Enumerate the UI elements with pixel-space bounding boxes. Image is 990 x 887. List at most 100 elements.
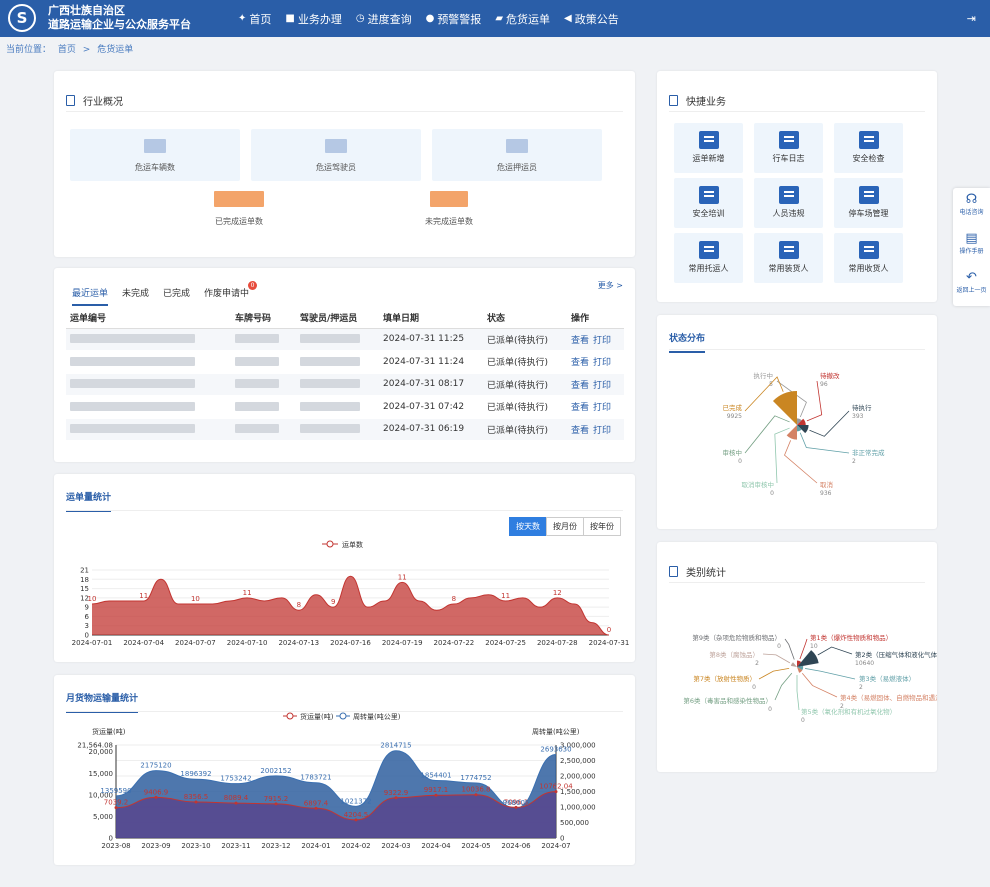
quick-parking[interactable]: 停车场管理 [834, 178, 903, 228]
label-connector [801, 673, 838, 698]
legend-marker [286, 712, 294, 720]
print-link[interactable]: 打印 [593, 380, 612, 391]
quick-receiver[interactable]: 常用收货人 [834, 233, 903, 283]
x-tick-label: 2024-07-01 [72, 639, 113, 647]
print-link[interactable]: 打印 [593, 335, 612, 346]
data-point-volume [394, 796, 398, 800]
table-row: 2024-07-31 08:17 已派单(待执行) 查看 打印 [66, 373, 624, 396]
slice-label: 第1类（爆炸性物质和物品） [810, 633, 892, 642]
nav-label: 首页 [249, 12, 272, 26]
row-status: 已派单(待执行) [483, 395, 567, 419]
quick-label: 人员违规 [772, 209, 805, 218]
stat-label: 已完成运单数 [215, 217, 263, 226]
period-toggle: 按天数 按月份 按年份 [509, 517, 621, 536]
alert-icon: ● [425, 13, 435, 24]
data-label-turnover: 2814715 [380, 742, 411, 750]
nav-business[interactable]: ■ 业务办理 [285, 0, 341, 37]
brand-line2: 道路运输企业与公众服务平台 [48, 18, 191, 31]
nav-alert[interactable]: ● 预警警报 [426, 0, 482, 37]
slice-label: 第9类（杂项危险物质和物品） [692, 633, 781, 642]
x-tick-label: 2023-11 [221, 842, 250, 850]
col-driver: 驾驶员/押运员 [296, 308, 379, 329]
view-link[interactable]: 查看 [571, 335, 590, 346]
nav-progress[interactable]: ◷ 进度查询 [356, 0, 412, 37]
data-label-volume: 7039.2 [104, 799, 129, 807]
phone-consult-button[interactable]: ☊ 电话咨询 [953, 188, 990, 227]
nav-waybill[interactable]: ▰ 危货运单 [495, 0, 550, 37]
tab-uncompleted[interactable]: 未完成 [122, 289, 150, 299]
receiver-icon [858, 241, 879, 259]
quick-loader[interactable]: 常用装货人 [754, 233, 823, 283]
top-bar: S 广西壮族自治区 道路运输企业与公众服务平台 ✦ 首页 ■ 业务办理 ◷ 进度查询 … [0, 0, 990, 37]
tab-completed[interactable]: 已完成 [163, 289, 191, 299]
nav-policy[interactable]: ◀ 政策公告 [564, 0, 619, 37]
col-action: 操作 [567, 308, 624, 329]
logout-icon[interactable]: ⇥ [966, 12, 976, 25]
quick-waybill-add[interactable]: 运单新增 [674, 123, 743, 173]
slice-value: 2 [755, 660, 759, 667]
slice-value: 10 [810, 643, 818, 650]
status-card: 状态分布 执行中 5 待撤改 96 待执行 393 非正常完成 2 取消 936 取消审核中 0 审核中… [657, 315, 937, 529]
data-label-volume: 9406.9 [144, 788, 169, 796]
breadcrumb-home[interactable]: 首页 [57, 45, 76, 55]
label-connector [784, 440, 818, 484]
view-link[interactable]: 查看 [571, 358, 590, 369]
x-tick-label: 2024-05 [461, 842, 490, 850]
waybill-stats-title: 运单量统计 [66, 490, 112, 512]
label-connector [796, 675, 800, 711]
slice-value: 2 [852, 458, 856, 465]
data-label-volume: 8356.5 [184, 793, 209, 801]
table-row: 2024-07-31 06:19 已派单(待执行) 查看 打印 [66, 418, 624, 441]
quick-violation[interactable]: 人员违规 [754, 178, 823, 228]
stat-drivers: 危运驾驶员 [251, 129, 421, 181]
label-connector [809, 410, 850, 437]
nav-home[interactable]: ✦ 首页 [238, 0, 271, 37]
table-row: 2024-07-31 07:42 已派单(待执行) 查看 打印 [66, 395, 624, 419]
view-link[interactable]: 查看 [571, 425, 590, 436]
data-label-turnover: 1774752 [460, 774, 491, 782]
back-button[interactable]: ↶ 返回上一页 [953, 266, 990, 305]
slice-label: 第4类（易燃固体、自燃物品和遇湿 [840, 693, 937, 702]
print-link[interactable]: 打印 [593, 425, 612, 436]
view-link[interactable]: 查看 [571, 403, 590, 414]
manual-button[interactable]: ▤ 操作手册 [953, 227, 990, 266]
label-connector [799, 432, 850, 454]
data-label-turnover: 2175120 [140, 762, 171, 770]
data-label-turnover: 968005 [503, 799, 530, 807]
data-label: 9 [331, 598, 335, 606]
view-link[interactable]: 查看 [571, 380, 590, 391]
by-day-button[interactable]: 按天数 [509, 517, 547, 536]
quick-safety-check[interactable]: 安全检查 [834, 123, 903, 173]
quick-title-text: 快捷业务 [686, 97, 726, 108]
label-connector [774, 427, 790, 484]
series-line-volume [115, 791, 557, 821]
tab-void[interactable]: 作废申请中 0 [204, 281, 258, 306]
print-link[interactable]: 打印 [593, 403, 612, 414]
legend-label: 货运量(吨) [300, 712, 334, 721]
slice-label: 第3类（易燃液体） [859, 674, 915, 683]
label-connector [817, 646, 853, 656]
x-tick-label: 2024-07-04 [123, 639, 164, 647]
status-chart: 执行中5待撤改96待执行393非正常完成2取消936取消审核中0审核中0已完成9… [723, 371, 886, 497]
x-tick-label: 2024-01 [301, 842, 330, 850]
label-connector [776, 380, 807, 418]
data-label: 8 [452, 595, 456, 603]
data-label-turnover: 1854401 [420, 772, 451, 780]
tab-recent[interactable]: 最近运单 [72, 286, 109, 306]
data-label-turnover: 1896392 [180, 770, 211, 778]
slice-label: 待执行 [852, 403, 872, 412]
quick-card: 快捷业务 运单新增 行车日志 安全检查安全培训 人员违规 停车场管理常用托运人 常用装货人… [657, 71, 937, 302]
y-tick-left: 10,000 [89, 791, 114, 799]
stat-label: 危运押运员 [497, 163, 537, 172]
print-link[interactable]: 打印 [593, 358, 612, 369]
more-link[interactable]: 更多 > [597, 281, 623, 290]
quick-label: 行车日志 [772, 154, 805, 163]
quick-training[interactable]: 安全培训 [674, 178, 743, 228]
stat-uncompleted: 未完成运单数 [404, 191, 494, 227]
nav-label: 业务办理 [297, 12, 342, 26]
quick-truck-log[interactable]: 行车日志 [754, 123, 823, 173]
quick-shipper[interactable]: 常用托运人 [674, 233, 743, 283]
masked-cell [235, 334, 279, 344]
by-year-button[interactable]: 按年份 [583, 517, 621, 536]
back-icon: ↶ [966, 270, 977, 285]
